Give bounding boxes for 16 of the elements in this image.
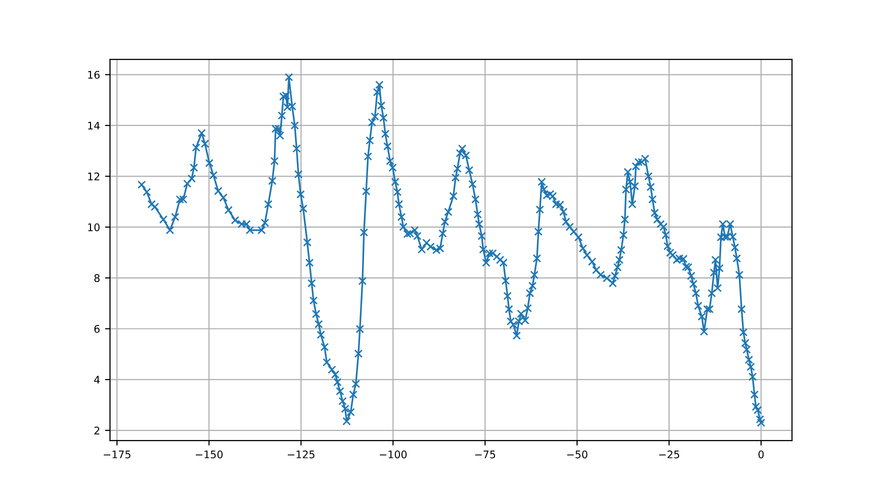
x-tick-label: −75 bbox=[475, 450, 496, 458]
y-tick-label: 12 bbox=[88, 172, 100, 180]
y-tick-label: 16 bbox=[88, 70, 100, 79]
x-tick-label: −25 bbox=[659, 450, 680, 458]
y-tick-label: 4 bbox=[94, 376, 100, 384]
y-tick-label: 8 bbox=[94, 274, 100, 282]
y-tick-label: 14 bbox=[88, 122, 100, 130]
x-tick-label: −125 bbox=[288, 450, 314, 458]
y-tick-label: 2 bbox=[94, 426, 100, 434]
y-tick-label: 6 bbox=[94, 324, 100, 333]
x-tick-label: 0 bbox=[758, 450, 764, 458]
y-tick-label: 10 bbox=[88, 223, 100, 232]
x-tick-label: −100 bbox=[380, 450, 407, 458]
x-tick-label: −150 bbox=[196, 450, 223, 458]
x-tick-label: −50 bbox=[567, 450, 588, 458]
x-tick-label: −175 bbox=[104, 450, 130, 458]
